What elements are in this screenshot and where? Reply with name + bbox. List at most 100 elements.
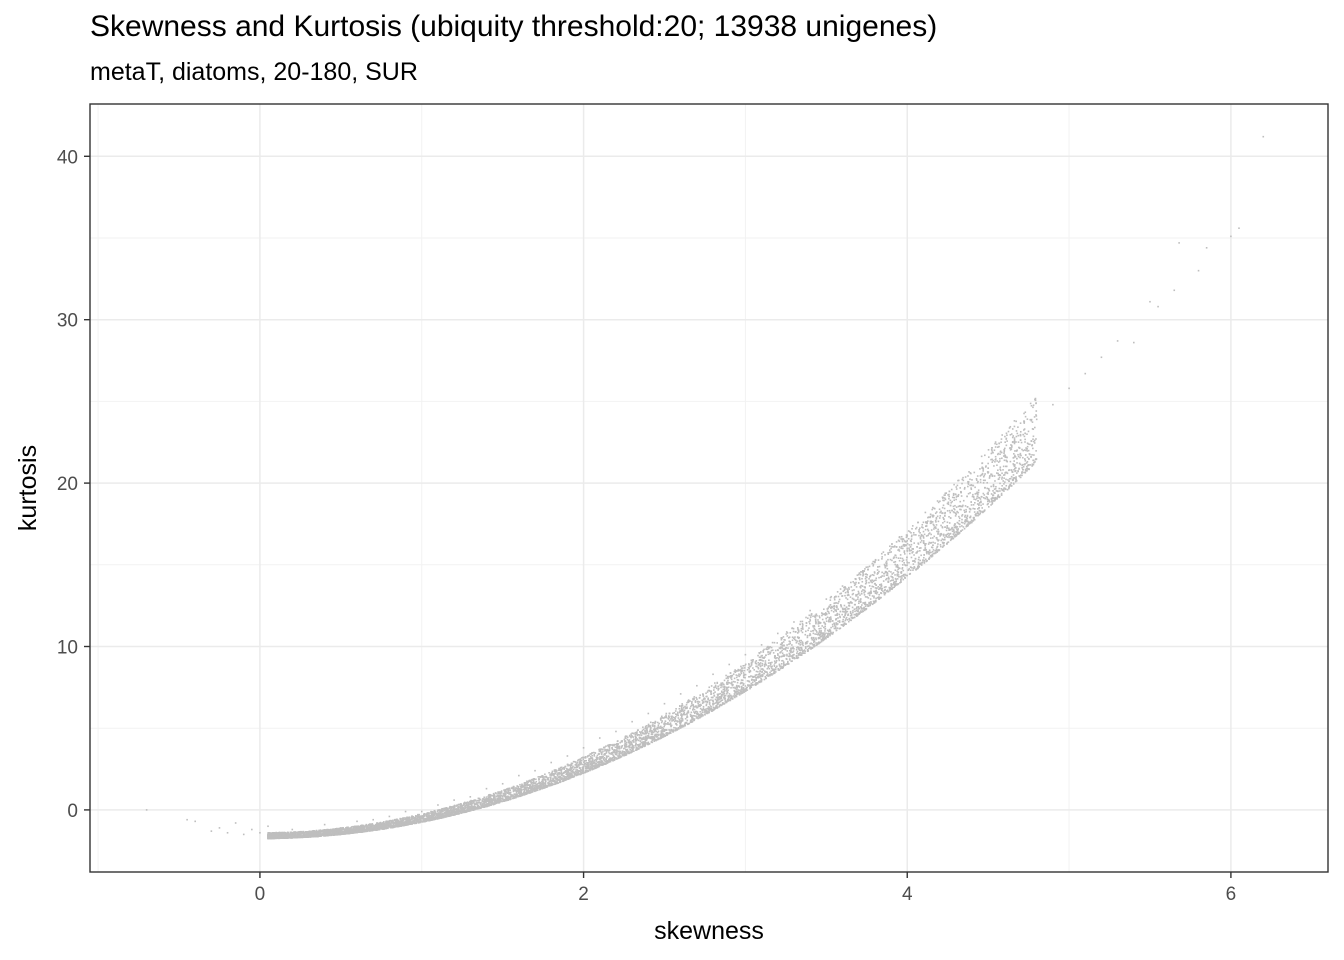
data-point (608, 752, 611, 755)
data-point (987, 491, 989, 494)
data-point (1004, 456, 1007, 459)
data-point (837, 602, 839, 605)
data-point (728, 675, 730, 678)
data-point (786, 650, 789, 652)
data-point (644, 729, 646, 732)
data-point (628, 734, 631, 737)
data-point (623, 751, 626, 753)
data-point (763, 665, 766, 668)
data-point (481, 803, 484, 805)
data-point (965, 508, 967, 511)
data-point (904, 573, 906, 576)
data-point (783, 638, 785, 641)
data-point (695, 696, 698, 699)
data-point (977, 513, 980, 515)
data-point (870, 587, 872, 590)
data-point (992, 490, 994, 492)
data-point (939, 535, 941, 537)
data-point (705, 704, 708, 707)
data-point (994, 480, 996, 482)
data-point (590, 761, 593, 764)
data-point (952, 492, 955, 495)
data-point (986, 503, 989, 506)
data-point (883, 575, 885, 577)
data-point (560, 778, 563, 781)
data-point (552, 778, 555, 780)
data-point (798, 639, 801, 642)
data-point (783, 655, 786, 657)
data-point (946, 510, 949, 512)
data-point (681, 703, 683, 705)
data-point (448, 806, 451, 809)
data-point (941, 538, 944, 540)
data-point (818, 616, 821, 619)
data-point (984, 454, 986, 457)
data-point (834, 595, 836, 598)
data-point (948, 536, 950, 539)
data-point (895, 546, 898, 548)
data-point (796, 640, 798, 642)
data-point (1010, 433, 1013, 435)
data-point (929, 516, 931, 519)
data-point (610, 759, 613, 761)
data-point (630, 733, 632, 735)
data-point (891, 573, 894, 575)
data-point (581, 767, 584, 770)
data-point (578, 764, 580, 767)
data-point (781, 655, 783, 658)
data-point (710, 690, 713, 692)
data-point (580, 757, 583, 759)
data-point (594, 765, 597, 768)
data-point (848, 588, 850, 590)
data-point (909, 550, 911, 552)
data-point (855, 607, 858, 610)
data-point (897, 566, 900, 569)
data-point (913, 542, 916, 544)
data-point (809, 622, 811, 625)
data-point (619, 755, 622, 757)
data-point (332, 828, 335, 830)
data-point (523, 782, 526, 785)
data-point (625, 735, 628, 738)
data-point (1032, 435, 1035, 438)
data-point (902, 569, 905, 572)
data-point (576, 761, 579, 764)
data-point (813, 624, 816, 627)
data-point (856, 614, 859, 617)
data-point (782, 654, 785, 656)
data-point (412, 817, 415, 820)
data-point (871, 579, 873, 581)
data-point (602, 757, 605, 760)
data-point (935, 516, 938, 519)
data-point (661, 732, 664, 735)
data-point (858, 607, 860, 610)
data-point (956, 510, 958, 513)
data-point (1027, 430, 1030, 433)
data-point (574, 760, 576, 763)
data-point (804, 652, 806, 654)
data-point (465, 802, 468, 804)
data-point (585, 769, 587, 772)
data-point (727, 697, 730, 699)
data-point (584, 757, 587, 759)
data-point (1003, 474, 1006, 476)
data-point (877, 585, 880, 588)
data-point (1014, 463, 1016, 466)
data-point (785, 663, 788, 665)
data-point (1011, 428, 1014, 430)
data-point (960, 530, 962, 532)
data-point (571, 774, 573, 776)
data-point (944, 511, 946, 514)
data-point (759, 676, 761, 678)
data-point (645, 730, 648, 732)
data-point (960, 508, 962, 511)
data-point (973, 471, 976, 474)
data-point (749, 675, 751, 678)
data-point (521, 792, 523, 795)
data-point (963, 486, 966, 489)
data-point (818, 636, 820, 639)
data-point (585, 765, 588, 768)
data-point (650, 726, 652, 729)
data-point (644, 727, 647, 730)
data-point (684, 705, 686, 708)
